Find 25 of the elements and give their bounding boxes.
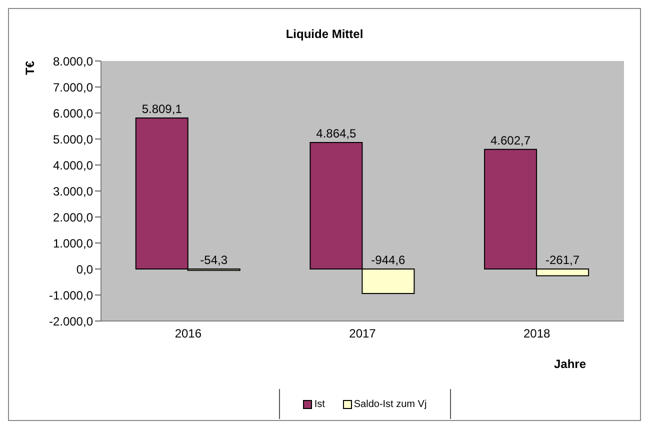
data-label: -261,7: [546, 253, 580, 267]
y-tick-label: 2.000,0: [52, 210, 94, 224]
y-tick-label: 1.000,0: [52, 236, 94, 250]
y-tick-label: 3.000,0: [52, 184, 94, 198]
x-tick-label: 2018: [523, 326, 551, 341]
y-tick-label: 6.000,0: [52, 106, 94, 120]
chart-title: Liquide Mittel: [284, 27, 364, 41]
y-axis-title: T€: [23, 60, 37, 75]
y-tick-label: 4.000,0: [52, 158, 94, 172]
y-tick-label: 8.000,0: [52, 54, 94, 68]
y-tick-label: -2.000,0: [48, 314, 94, 328]
y-tick-label: 7.000,0: [52, 80, 94, 94]
legend-label: Saldo-Ist zum Vj: [352, 398, 427, 410]
data-label: 4.602,7: [490, 133, 531, 148]
x-tick-label: 2016: [174, 326, 202, 341]
y-tick-label: 0,0: [76, 262, 94, 276]
data-label: -54,3: [200, 253, 228, 267]
legend-label: Ist: [313, 398, 325, 410]
x-axis-title: Jahre: [554, 357, 586, 371]
x-tick-label: 2017: [349, 326, 376, 341]
data-label: -944,6: [371, 253, 406, 267]
y-tick-label: 5.000,0: [52, 132, 94, 146]
data-label: 4.864,5: [316, 126, 357, 141]
data-label: 5.809,1: [142, 102, 182, 116]
y-tick-label: -1.000,0: [48, 288, 94, 302]
